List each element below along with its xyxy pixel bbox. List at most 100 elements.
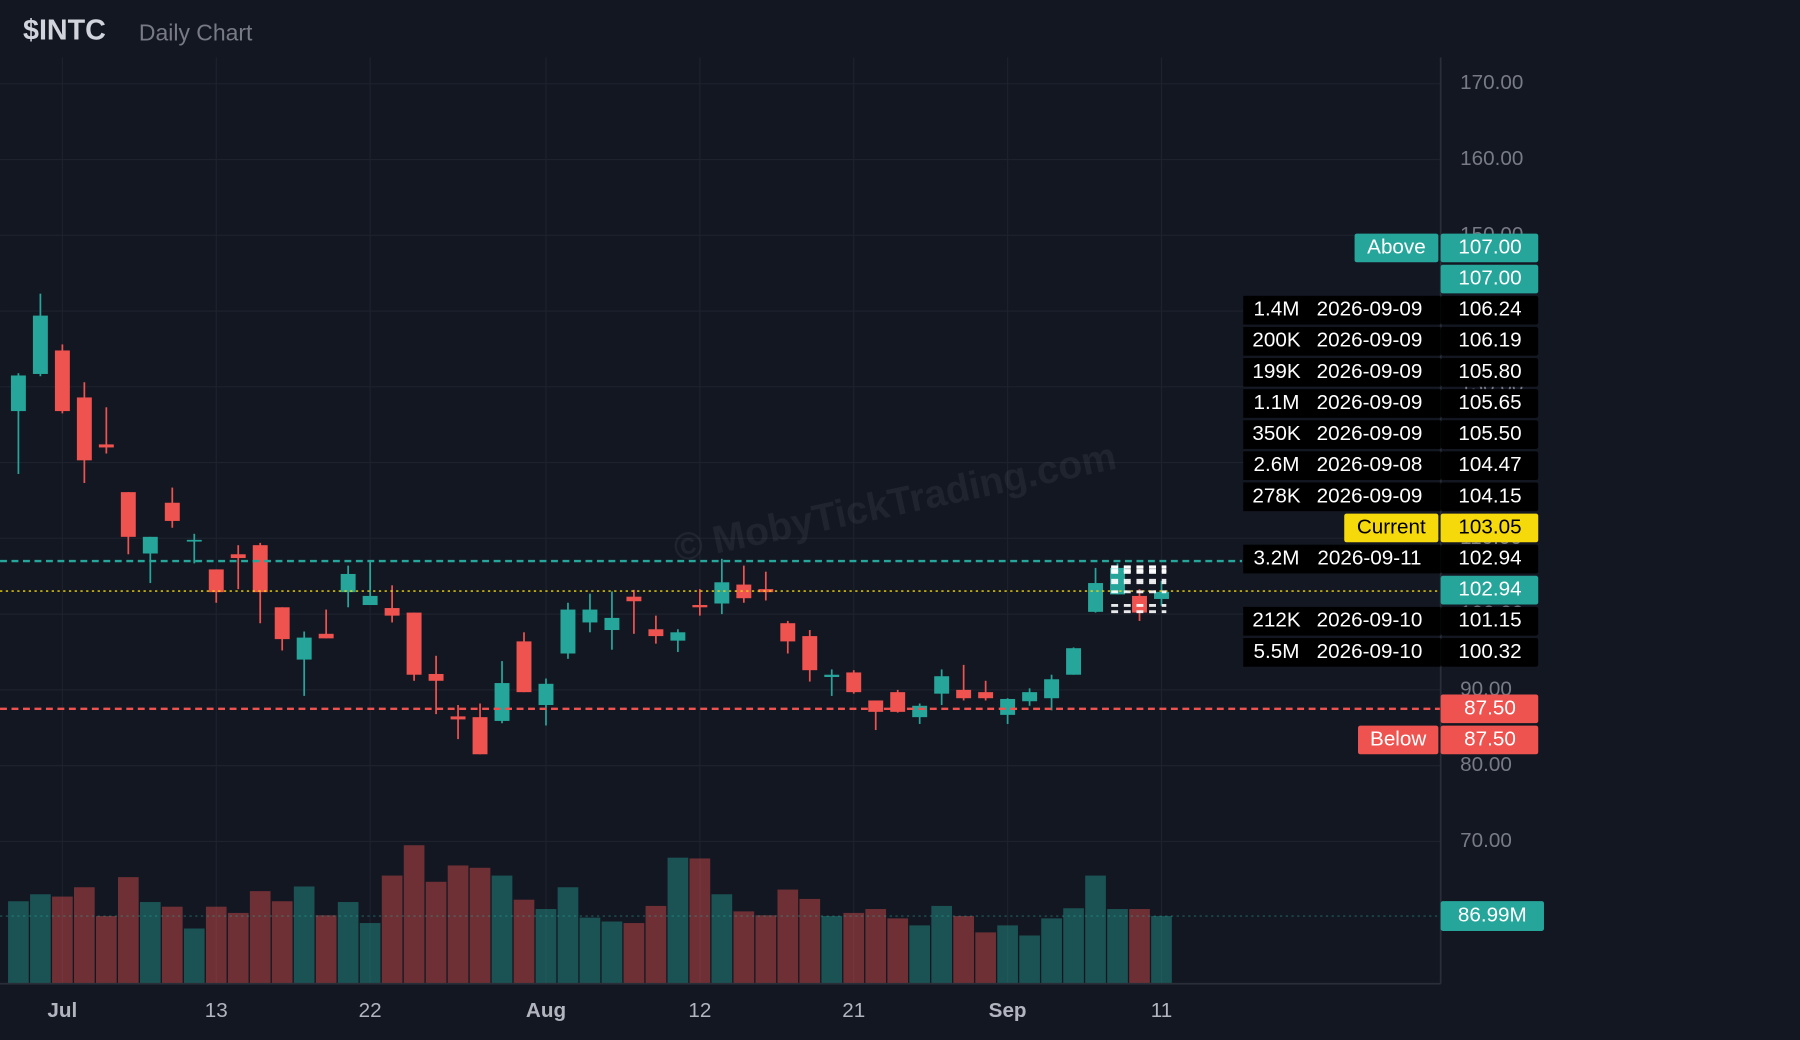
order-date: 2026-09-09 — [1317, 422, 1423, 445]
candle-body — [868, 700, 884, 712]
candle-body — [186, 539, 202, 542]
above-axis-price-text: 107.00 — [1458, 267, 1521, 290]
order-date: 2026-09-09 — [1317, 360, 1423, 383]
volume-bar — [975, 932, 996, 984]
candle-body — [208, 569, 224, 593]
volume-bar — [645, 905, 667, 984]
order-size: 350K — [1252, 422, 1300, 445]
candle-body — [164, 502, 180, 521]
order-date: 2026-09-09 — [1317, 298, 1423, 321]
volume-bar — [953, 916, 974, 984]
order-size: 1.1M — [1254, 391, 1300, 414]
volume-bar — [513, 899, 535, 984]
volume-bar — [1129, 909, 1150, 984]
volume-bar — [117, 877, 139, 984]
volume-bar — [293, 886, 315, 984]
candle-body — [1000, 698, 1016, 715]
x-tick-label: 21 — [842, 999, 865, 1022]
order-price-text: 105.80 — [1458, 360, 1521, 383]
volume-bar — [74, 887, 95, 984]
volume-bar — [183, 928, 205, 984]
order-date: 2026-09-08 — [1317, 453, 1423, 476]
below-price-text: 87.50 — [1464, 727, 1516, 750]
order-price-box — [1440, 482, 1539, 512]
candle-body — [626, 596, 642, 602]
candle-body — [714, 582, 730, 604]
volume-badge-text: 86.99M — [1458, 904, 1527, 927]
order-price-text: 100.32 — [1458, 640, 1521, 663]
volume-bar — [843, 912, 865, 984]
above-tag-box — [1354, 233, 1439, 263]
last-price-text: 102.94 — [1458, 578, 1521, 601]
volume-bar — [447, 865, 469, 984]
x-tick-label: 11 — [1151, 999, 1172, 1022]
order-size: 5.5M — [1254, 640, 1300, 663]
order-price-text: 104.47 — [1458, 453, 1521, 476]
volume-bar — [315, 915, 337, 984]
current-tag-box — [1344, 513, 1439, 543]
candle-body — [604, 617, 620, 631]
candle-body — [516, 641, 532, 693]
order-size: 3.2M — [1254, 546, 1300, 569]
candle-body — [890, 692, 906, 712]
order-price-text: 102.94 — [1458, 546, 1521, 569]
order-price-box — [1440, 638, 1539, 667]
order-price-text: 101.15 — [1458, 609, 1521, 632]
volume-bar — [1019, 935, 1040, 984]
candle-body — [560, 609, 576, 654]
volume-bar — [1107, 909, 1128, 984]
x-tick-label: 13 — [205, 999, 228, 1022]
candle-body — [252, 545, 268, 593]
order-date: 2026-09-10 — [1317, 640, 1423, 663]
order-size: 1.4M — [1254, 298, 1300, 321]
volume-badge — [1440, 901, 1544, 931]
y-tick-label: 160.00 — [1460, 147, 1523, 170]
order-box — [1243, 295, 1441, 325]
candle-body — [956, 689, 972, 699]
volume-bar — [733, 911, 755, 984]
volume-bar — [777, 889, 799, 984]
candle-body — [318, 633, 334, 639]
candle-body — [846, 672, 862, 693]
volume-bar — [161, 906, 183, 984]
volume-bar — [249, 891, 271, 984]
candle-body — [780, 623, 796, 642]
order-size: 278K — [1252, 484, 1300, 507]
below-tag-box — [1358, 725, 1439, 755]
volume-bar — [469, 867, 491, 984]
volume-bar — [623, 923, 645, 984]
volume-bar — [865, 909, 887, 984]
volume-bar — [579, 917, 601, 984]
candle-body — [450, 716, 466, 720]
candle-body — [538, 683, 554, 706]
order-size: 212K — [1252, 609, 1300, 632]
order-price-box — [1440, 606, 1539, 636]
order-price-text: 106.24 — [1458, 298, 1521, 321]
order-size: 2.6M — [1254, 453, 1300, 476]
order-price-box — [1440, 451, 1539, 481]
order-box — [1243, 451, 1441, 481]
candle-body — [274, 607, 290, 640]
candle-body — [230, 554, 246, 559]
volume-bar — [557, 887, 579, 984]
volume-bar — [601, 921, 623, 984]
current-tag-text: Current — [1357, 515, 1426, 538]
volume-bar — [1085, 875, 1106, 984]
volume-bar — [381, 875, 403, 984]
order-price-text: 104.15 — [1458, 484, 1521, 507]
order-box — [1243, 326, 1441, 356]
volume-bar — [8, 901, 29, 984]
x-tick-label: Sep — [989, 999, 1027, 1022]
order-date: 2026-09-10 — [1317, 609, 1423, 632]
candle-body — [1088, 583, 1104, 612]
volume-bar — [667, 857, 689, 984]
order-size: 200K — [1252, 329, 1300, 352]
order-price-text: 106.19 — [1458, 329, 1521, 352]
y-tick-label: 70.00 — [1460, 829, 1512, 852]
volume-bar — [403, 845, 425, 984]
below-tag-text: Below — [1370, 727, 1426, 750]
candle-body — [736, 584, 752, 599]
x-tick-label: Jul — [47, 999, 77, 1022]
candle-body — [384, 608, 400, 616]
